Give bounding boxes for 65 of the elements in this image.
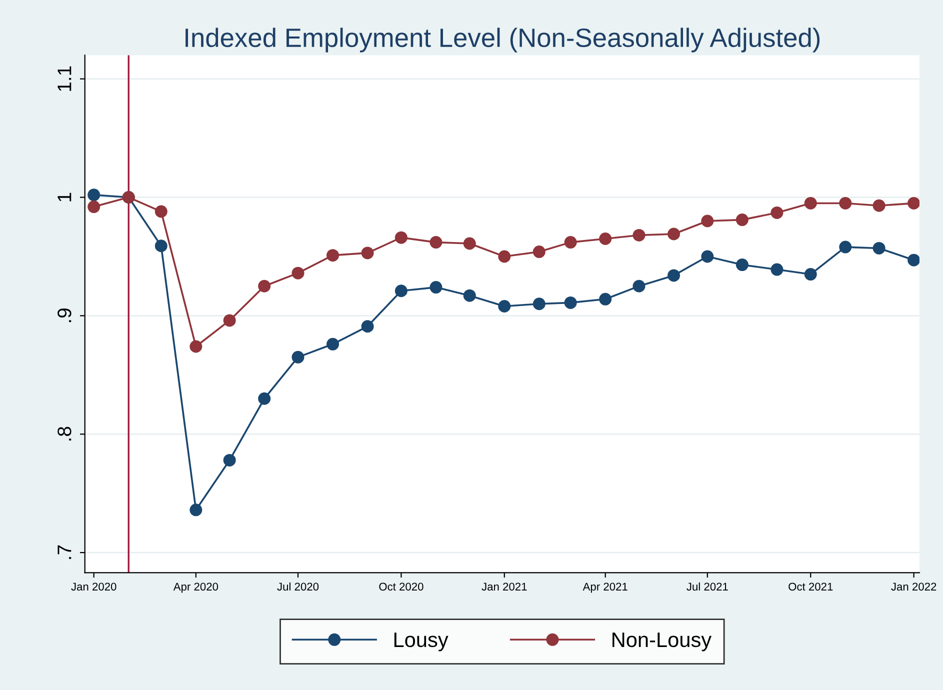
point (463, 237, 476, 250)
point (908, 254, 920, 266)
x-tick-label: Jan 2020 (71, 582, 116, 591)
point (804, 268, 817, 281)
point (223, 454, 236, 466)
point (839, 196, 852, 210)
point (88, 188, 100, 202)
point (292, 350, 304, 364)
point (532, 246, 546, 258)
point (154, 240, 168, 252)
y-tick-label: 1.1 (58, 66, 72, 91)
point (804, 196, 817, 210)
point (701, 250, 714, 263)
point (632, 280, 646, 292)
point (394, 284, 408, 298)
point (326, 249, 340, 262)
point (668, 269, 680, 282)
point (872, 242, 886, 254)
point (632, 228, 646, 242)
x-tick-label: Jan 2022 (891, 582, 936, 591)
x-tick-label: Oct 2020 (379, 582, 424, 591)
point (361, 246, 374, 260)
point (361, 320, 374, 333)
point (599, 232, 612, 246)
point (223, 314, 236, 327)
point (770, 206, 784, 219)
x-tick-label: Apr 2021 (582, 582, 628, 593)
point (736, 258, 748, 272)
y-tick-label: .9 (58, 308, 72, 322)
point (839, 240, 852, 254)
point (292, 266, 304, 280)
point (564, 296, 577, 309)
x-tick-label: Oct 2021 (788, 582, 833, 591)
point (258, 392, 271, 405)
point (564, 236, 577, 249)
point (668, 228, 680, 240)
point (394, 231, 408, 244)
x-tick-label: Apr 2020 (173, 582, 218, 593)
point (701, 214, 714, 228)
legend-label: Non-Lousy (612, 632, 712, 652)
point (770, 263, 784, 276)
point (872, 199, 886, 212)
x-tick-label: Jul 2021 (686, 582, 728, 591)
point (908, 196, 920, 210)
y-tick-label: .7 (58, 545, 72, 559)
x-tick-label: Jan 2021 (482, 582, 527, 591)
chart-title: Indexed Employment Level (Non-Seasonally Adjusted) (186, 28, 820, 52)
point (88, 200, 100, 214)
y-tick-label: .8 (58, 426, 72, 440)
point (190, 340, 202, 353)
point (190, 504, 202, 516)
point (736, 214, 748, 226)
point (532, 298, 546, 310)
point (154, 205, 168, 218)
point (258, 280, 271, 292)
point (599, 292, 612, 306)
point (498, 300, 511, 313)
point (430, 236, 442, 249)
point (498, 250, 511, 263)
x-tick-label: Jul 2020 (277, 582, 319, 591)
legend-label: Lousy (394, 632, 448, 652)
point (430, 281, 442, 294)
point (463, 289, 476, 302)
point (326, 338, 340, 350)
y-tick-label: 1 (58, 192, 72, 202)
